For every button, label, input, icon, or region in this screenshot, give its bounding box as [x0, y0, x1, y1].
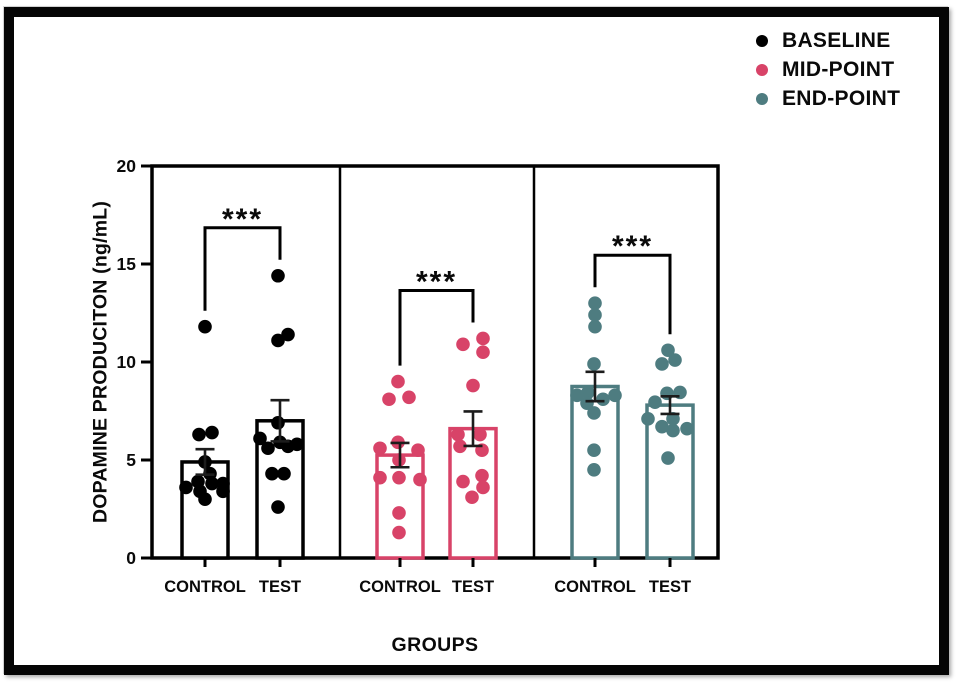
data-point	[277, 466, 291, 481]
data-point	[373, 470, 387, 485]
significance-bracket	[398, 288, 475, 366]
data-point	[411, 443, 425, 458]
data-point	[476, 331, 490, 346]
data-point	[641, 412, 655, 426]
baseline-dot-icon	[756, 34, 768, 47]
plot-box	[150, 164, 720, 560]
legend-label: END-POINT	[782, 86, 901, 110]
data-point	[205, 476, 219, 491]
data-point	[581, 385, 595, 400]
data-point	[660, 386, 674, 401]
data-point	[666, 412, 680, 426]
data-point	[271, 268, 285, 283]
data-point	[198, 319, 212, 334]
legend-label: BASELINE	[782, 28, 891, 52]
data-point	[456, 474, 470, 489]
data-point	[281, 327, 295, 342]
x-category-label: TEST	[259, 578, 301, 596]
midpoint-dot-icon	[756, 63, 768, 76]
data-point	[596, 392, 610, 407]
data-point	[198, 492, 212, 507]
significance-bracket	[203, 226, 282, 311]
data-point	[475, 468, 489, 483]
data-point	[476, 480, 490, 495]
data-point	[271, 500, 285, 514]
data-point	[382, 392, 396, 407]
data-point	[608, 388, 622, 403]
data-point	[668, 353, 682, 367]
legend-item-baseline: BASELINE	[756, 29, 900, 52]
x-category-label: CONTROL	[554, 578, 636, 596]
data-point	[216, 484, 230, 499]
significance-stars: ***	[612, 230, 653, 263]
data-point	[587, 406, 601, 420]
data-point	[648, 395, 662, 409]
data-point	[587, 463, 601, 477]
data-point	[192, 427, 206, 442]
y-axis-title: DOPAMINE PRODUCITON (ng/mL)	[79, 142, 123, 582]
data-point	[666, 423, 680, 438]
data-point	[588, 308, 602, 322]
data-point	[453, 439, 467, 454]
data-point	[466, 378, 480, 393]
y-axis-title-text: DOPAMINE PRODUCITON (ng/mL)	[89, 200, 112, 524]
data-point	[456, 337, 470, 352]
data-point	[179, 480, 193, 495]
data-point	[465, 490, 479, 505]
data-point	[570, 388, 584, 403]
legend-item-midpoint: MID-POINT	[756, 58, 900, 81]
y-tick-label: 20	[117, 156, 137, 176]
data-point	[661, 451, 675, 465]
endpoint-dot-icon	[756, 92, 768, 105]
legend-label: MID-POINT	[782, 57, 895, 81]
data-point	[253, 431, 267, 446]
data-point	[476, 345, 490, 360]
data-point	[271, 415, 285, 430]
significance-bracket	[593, 253, 672, 335]
data-point	[588, 319, 602, 334]
data-point	[205, 425, 219, 440]
data-point	[580, 396, 594, 410]
data-point	[680, 421, 694, 436]
significance-stars: ***	[416, 265, 457, 298]
data-point	[587, 443, 601, 458]
data-point	[451, 427, 465, 442]
data-point	[655, 357, 669, 371]
chart-legend: BASELINE MID-POINT END-POINT	[756, 29, 900, 110]
data-point	[588, 296, 602, 311]
data-point	[402, 390, 416, 405]
data-point	[281, 439, 295, 454]
significance-stars: ***	[222, 203, 263, 236]
y-tick-label: 5	[126, 450, 136, 470]
x-category-label: TEST	[649, 578, 691, 596]
data-point	[655, 419, 669, 434]
y-tick-label: 15	[117, 254, 137, 274]
legend-item-endpoint: END-POINT	[756, 87, 900, 110]
data-point	[392, 506, 406, 520]
data-point	[661, 343, 675, 358]
x-category-label: TEST	[452, 578, 494, 596]
data-point	[265, 466, 279, 481]
data-point	[271, 333, 285, 348]
data-point	[391, 374, 405, 389]
data-point	[392, 525, 406, 540]
data-point	[587, 357, 601, 371]
data-point	[473, 427, 487, 442]
x-category-label: CONTROL	[359, 578, 441, 596]
y-tick-label: 0	[126, 548, 136, 568]
x-axis-title: GROUPS	[391, 634, 479, 656]
x-category-label: CONTROL	[164, 578, 246, 596]
data-point	[392, 470, 406, 485]
data-point	[373, 441, 387, 456]
y-tick-label: 10	[117, 352, 137, 372]
data-point	[413, 472, 427, 487]
data-point	[261, 441, 275, 456]
